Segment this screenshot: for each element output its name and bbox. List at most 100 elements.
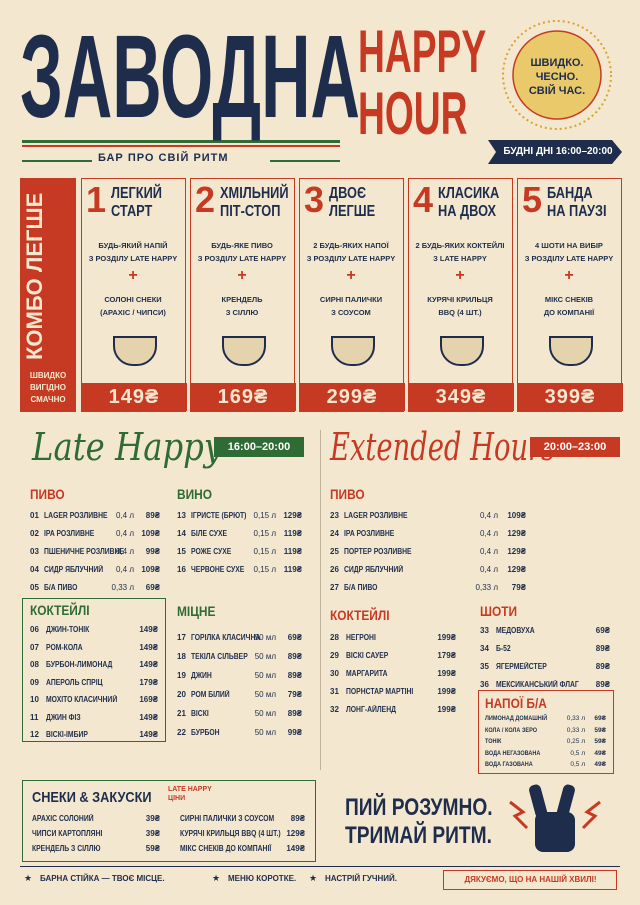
item-name: РОЖЕ СУХЕ bbox=[191, 547, 232, 556]
item-name: ЛИМОНАД ДОМАШНІЙ bbox=[485, 715, 548, 722]
item-number: 18 bbox=[177, 652, 186, 661]
ext-hours: 20:00–23:00 bbox=[530, 437, 620, 457]
item-volume: 0,4 л bbox=[115, 511, 134, 520]
snack-price: 39₴ bbox=[145, 814, 160, 823]
snack-price: 59₴ bbox=[145, 844, 160, 853]
card-item: БУДЬ-ЯКЕ ПИВО bbox=[211, 241, 273, 250]
card-price: 149₴ bbox=[108, 386, 160, 408]
card-icon bbox=[440, 336, 484, 366]
item-volume: 0,33 л bbox=[566, 726, 585, 734]
card-number: 5 bbox=[522, 179, 543, 220]
snack-name: КРЕНДЕЛЬ З СІЛЛЮ bbox=[32, 844, 101, 853]
item-price: 109₴ bbox=[141, 529, 160, 538]
card-icon bbox=[331, 336, 375, 366]
item-volume: 0,15 л bbox=[253, 547, 276, 556]
card-title: НА ДВОХ bbox=[438, 203, 497, 220]
snack-name: СИРНІ ПАЛИЧКИ З СОУСОМ bbox=[180, 814, 275, 823]
section-title: НАПОЇ Б/А bbox=[485, 695, 547, 711]
card-item: З РОЗДІЛУ LATE HAPPY bbox=[197, 254, 287, 263]
item-price: 199₴ bbox=[437, 669, 456, 678]
divider bbox=[320, 430, 321, 770]
item-volume: 0,5 л bbox=[570, 761, 585, 768]
item-volume: 0,4 л bbox=[115, 547, 134, 556]
item-name: IPA РОЗЛИВНЕ bbox=[344, 529, 395, 538]
item-number: 05 bbox=[30, 583, 39, 592]
section-title: МІЦНЕ bbox=[177, 603, 216, 619]
card-item: КРЕНДЕЛЬ bbox=[221, 295, 263, 304]
item-price: 149₴ bbox=[139, 642, 158, 652]
item-volume: 50 мл bbox=[254, 709, 276, 718]
item-name: Б-52 bbox=[496, 644, 511, 653]
item-price: 129₴ bbox=[507, 529, 526, 538]
item-name: СИДР ЯБЛУЧНИЙ bbox=[44, 565, 104, 574]
item-volume: 0,33 л bbox=[475, 583, 498, 592]
item-name: ГОРІЛКА КЛАСИЧНА bbox=[191, 633, 261, 642]
section-title: ШОТИ bbox=[480, 603, 518, 619]
item-number: 26 bbox=[330, 565, 339, 574]
item-number: 03 bbox=[30, 547, 39, 556]
item-volume: 0,15 л bbox=[253, 565, 276, 574]
snack-price: 129₴ bbox=[286, 829, 305, 838]
footer-star: ★ bbox=[212, 873, 221, 883]
item-number: 08 bbox=[30, 660, 39, 669]
item-name: ІГРИСТЕ (БРЮТ) bbox=[191, 511, 247, 520]
item-price: 119₴ bbox=[283, 565, 302, 574]
snack-name: АРАХІС СОЛОНИЙ bbox=[32, 814, 94, 823]
item-number: 23 bbox=[330, 511, 339, 520]
card-price-bar bbox=[299, 383, 405, 411]
combo-card bbox=[408, 178, 513, 412]
item-name: РОМ БІЛИЙ bbox=[191, 690, 230, 699]
item-volume: 0,4 л bbox=[115, 565, 134, 574]
combo-card bbox=[299, 178, 404, 412]
card-item: ДО КОМПАНІЇ bbox=[543, 308, 595, 317]
card-price: 169₴ bbox=[217, 386, 269, 408]
item-price: 69₴ bbox=[145, 583, 160, 592]
cocktail-box bbox=[22, 598, 166, 742]
item-name: LAGER РОЗЛИВНЕ bbox=[344, 511, 408, 520]
item-number: 19 bbox=[177, 671, 186, 680]
snack-name: КУРЯЧІ КРИЛЬЦЯ BBQ (4 ШТ.) bbox=[180, 829, 281, 838]
item-name: ДЖИН bbox=[191, 671, 212, 680]
item-price: 109₴ bbox=[507, 511, 526, 520]
card-icon bbox=[222, 336, 266, 366]
item-name: МЕКСИКАНСЬКИЙ ФЛАГ bbox=[496, 680, 579, 689]
card-title: ЛЕГШЕ bbox=[329, 203, 376, 220]
combo-label: КОМБО ЛЕГШЕ bbox=[22, 192, 47, 360]
soft-box bbox=[478, 690, 614, 774]
item-name: КОЛА / КОЛА ЗЕРО bbox=[485, 726, 537, 734]
item-number: 25 bbox=[330, 547, 339, 556]
card-title: ПІТ-СТОП bbox=[220, 203, 281, 220]
item-volume: 0,15 л bbox=[253, 529, 276, 538]
badge-line: ШВИДКО. bbox=[530, 57, 584, 69]
card-plus: + bbox=[455, 267, 465, 284]
item-price: 99₴ bbox=[145, 547, 160, 556]
snack-price: 149₴ bbox=[286, 844, 305, 853]
item-volume: 0,4 л bbox=[115, 529, 134, 538]
item-number: 11 bbox=[30, 712, 39, 722]
footer-star: ★ bbox=[309, 873, 318, 883]
item-name: БУРБОН bbox=[191, 728, 220, 737]
item-price: 89₴ bbox=[287, 652, 302, 661]
card-item: (АРАХІС / ЧИПСИ) bbox=[100, 308, 166, 317]
item-number: 30 bbox=[330, 669, 339, 678]
combo-tagline: ШВИДКО bbox=[29, 371, 67, 380]
card-price-bar bbox=[408, 383, 514, 411]
snacks-note: ЦІНИ bbox=[168, 795, 186, 802]
item-price: 149₴ bbox=[139, 625, 158, 634]
item-name: МАРГАРИТА bbox=[346, 669, 388, 678]
item-price: 149₴ bbox=[139, 712, 158, 722]
card-item: КУРЯЧІ КРИЛЬЦЯ bbox=[427, 295, 493, 304]
item-price: 59₴ bbox=[594, 738, 606, 745]
item-volume: 50 мл bbox=[254, 652, 276, 661]
item-name: LAGER РОЗЛИВНЕ bbox=[44, 511, 108, 520]
item-volume: 0,4 л bbox=[479, 565, 498, 574]
item-price: 89₴ bbox=[287, 671, 302, 680]
slogan-line: ПИЙ РОЗУМНО. bbox=[345, 794, 493, 821]
item-name: Б/А ПИВО bbox=[344, 583, 378, 592]
item-price: 169₴ bbox=[139, 695, 158, 704]
item-name: Б/А ПИВО bbox=[44, 583, 78, 592]
item-number: 33 bbox=[480, 626, 489, 635]
item-name: ВІСКІ САУЕР bbox=[346, 651, 389, 660]
item-number: 15 bbox=[177, 547, 186, 556]
